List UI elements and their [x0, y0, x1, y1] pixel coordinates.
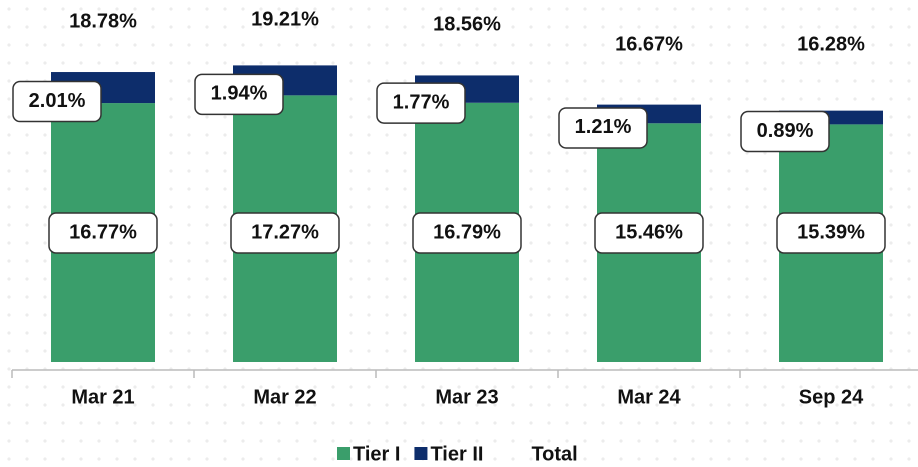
- x-tick-label: Sep 24: [799, 386, 864, 408]
- legend-label: Total: [531, 443, 577, 465]
- label-box: [194, 73, 284, 116]
- data-label: 15.46%: [615, 221, 683, 243]
- data-label: 16.77%: [69, 221, 137, 243]
- label-box: [48, 212, 158, 254]
- legend-label: Tier I: [353, 443, 400, 465]
- label-box: [594, 212, 704, 254]
- legend-label: Tier II: [430, 443, 483, 465]
- x-tick-label: Mar 22: [253, 386, 316, 408]
- legend-swatch: [337, 447, 350, 460]
- data-label: 1.21%: [575, 116, 632, 138]
- label-box: [376, 82, 466, 124]
- legend-swatch: [414, 447, 428, 460]
- data-label: 0.89%: [757, 120, 814, 142]
- label-box: [12, 80, 102, 123]
- data-label: 17.27%: [251, 221, 319, 243]
- data-label: 15.39%: [797, 221, 865, 243]
- data-label: 2.01%: [29, 90, 86, 112]
- total-label: 18.78%: [69, 10, 137, 32]
- label-box: [558, 107, 648, 149]
- total-label: 19.21%: [251, 8, 319, 30]
- data-label: 1.94%: [211, 83, 268, 105]
- label-box: [230, 212, 340, 254]
- total-label: 18.56%: [433, 14, 501, 36]
- x-tick-label: Mar 21: [71, 386, 134, 408]
- total-label: 16.28%: [797, 33, 865, 55]
- label-box: [740, 110, 830, 153]
- label-box: [412, 212, 522, 254]
- x-tick-label: Mar 24: [617, 386, 681, 408]
- label-box: [776, 212, 886, 254]
- data-label: 1.77%: [393, 91, 450, 113]
- x-tick-label: Mar 23: [435, 386, 498, 408]
- total-label: 16.67%: [615, 33, 683, 55]
- data-label: 16.79%: [433, 221, 501, 243]
